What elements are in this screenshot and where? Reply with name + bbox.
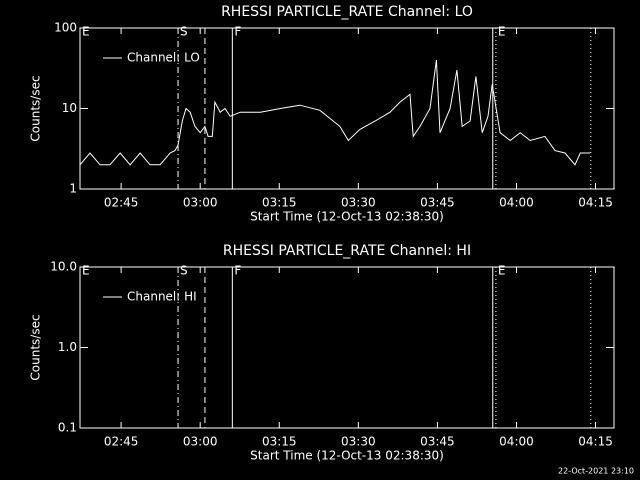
y-tick-label: 1 <box>69 182 77 196</box>
marker-label: E <box>498 25 506 39</box>
y-axis-label: Counts/sec <box>29 314 43 380</box>
x-tick-label: 03:30 <box>341 196 376 210</box>
legend-label: Channel: HI <box>127 290 197 304</box>
x-tick-label: 02:45 <box>104 435 139 449</box>
marker-label: F <box>234 264 241 278</box>
x-tick-label: 03:00 <box>183 196 218 210</box>
y-tick-label: 1.0 <box>58 340 77 354</box>
timestamp: 22-Oct-2021 23:10 <box>558 467 634 476</box>
x-tick-label: 03:30 <box>341 435 376 449</box>
marker-label: S <box>180 25 188 39</box>
y-tick-label: 10.0 <box>50 260 77 274</box>
x-tick-label: 04:15 <box>578 196 613 210</box>
marker-label: S <box>180 264 188 278</box>
y-tick-label: 100 <box>54 21 77 35</box>
x-tick-label: 03:45 <box>420 435 455 449</box>
y-axis-label: Counts/sec <box>29 75 43 141</box>
x-tick-label: 03:45 <box>420 196 455 210</box>
chart-title: RHESSI PARTICLE_RATE Channel: LO <box>221 4 473 20</box>
chart-title: RHESSI PARTICLE_RATE Channel: HI <box>223 243 471 259</box>
marker-label: E <box>82 25 90 39</box>
x-axis-label: Start Time (12-Oct-13 02:38:30) <box>250 449 444 463</box>
x-tick-label: 03:15 <box>262 196 297 210</box>
y-tick-label: 10 <box>62 101 77 115</box>
x-tick-label: 03:00 <box>183 435 218 449</box>
y-tick-label: 0.1 <box>58 421 77 435</box>
marker-label: E <box>82 264 90 278</box>
x-tick-label: 03:15 <box>262 435 297 449</box>
legend-label: Channel: LO <box>127 51 200 65</box>
x-tick-label: 02:45 <box>104 196 139 210</box>
x-tick-label: 04:15 <box>578 435 613 449</box>
x-tick-label: 04:00 <box>499 196 534 210</box>
marker-label: F <box>234 25 241 39</box>
x-tick-label: 04:00 <box>499 435 534 449</box>
data-line <box>79 59 591 166</box>
x-axis-label: Start Time (12-Oct-13 02:38:30) <box>250 210 444 224</box>
marker-label: E <box>498 264 506 278</box>
